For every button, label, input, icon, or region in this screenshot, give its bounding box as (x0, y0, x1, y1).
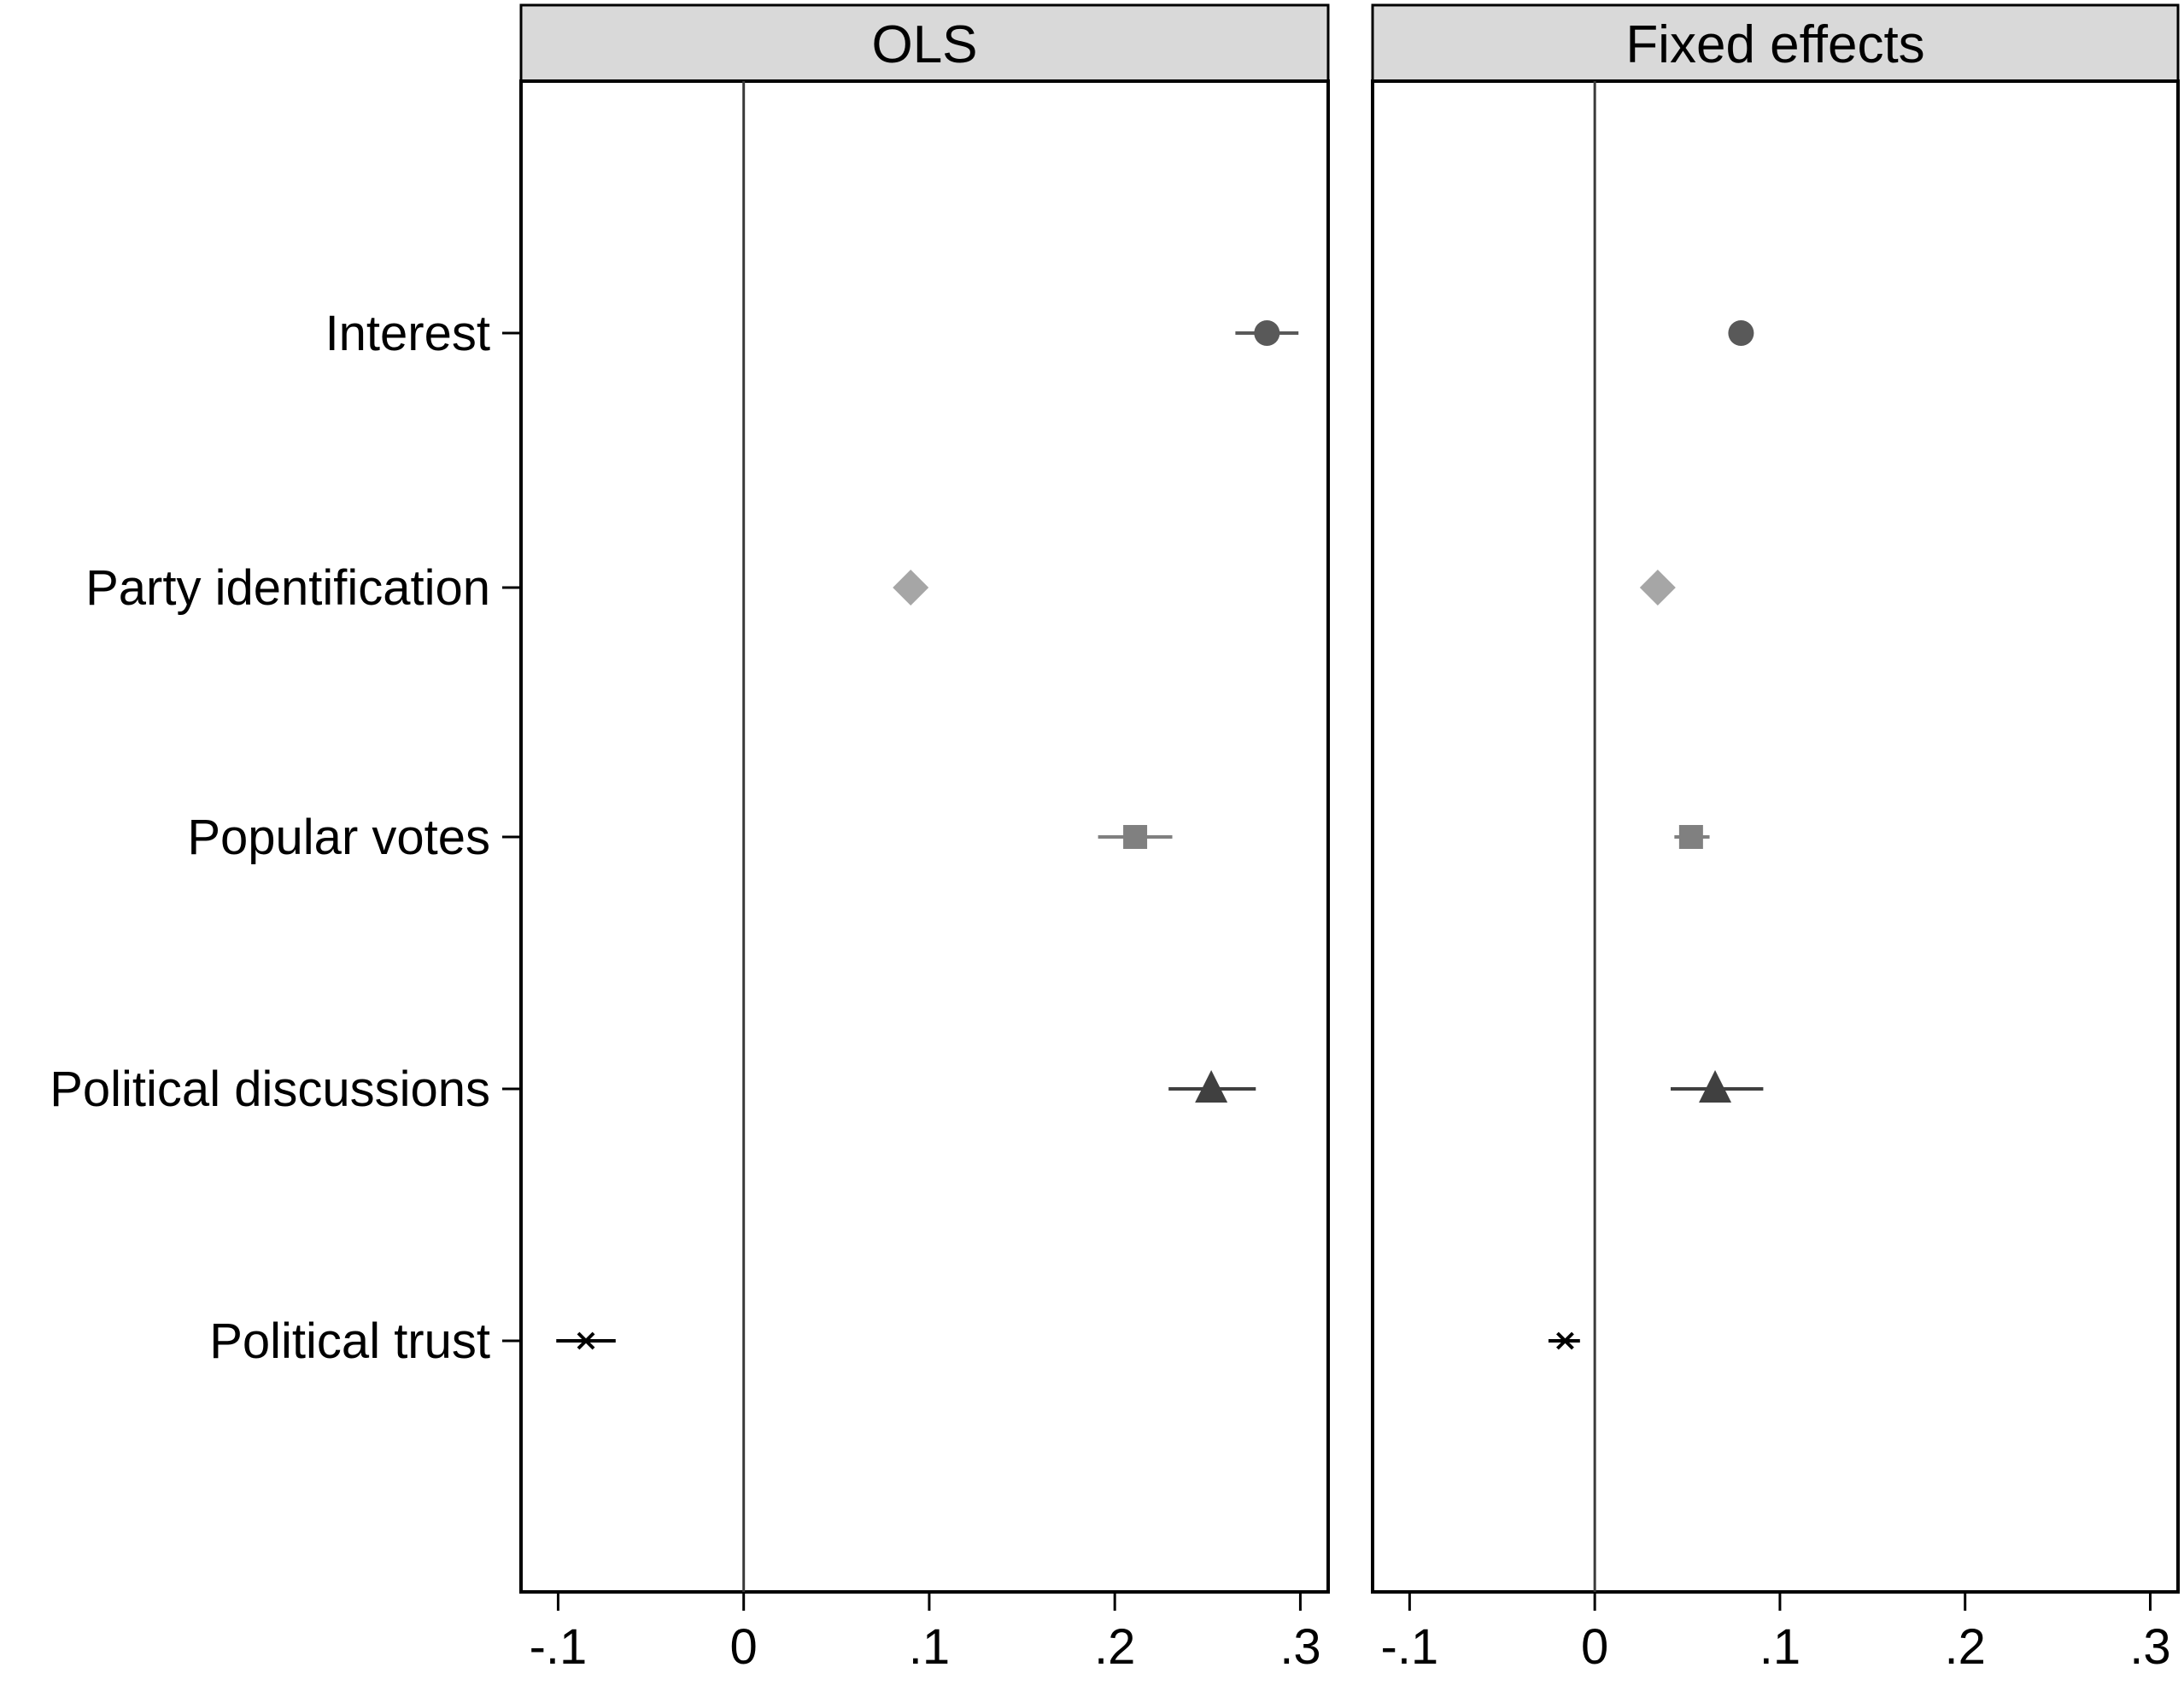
panel-fixed-effects-header (1371, 3, 2180, 83)
panel-fixed-effects-x-tick-label-0: -.1 (1381, 1619, 1439, 1675)
panel-fixed-effects-x-tick-label-2: .1 (1759, 1619, 1800, 1675)
panel-ols-popular-votes-point (1123, 825, 1148, 849)
panel-fixed-effects-x-tick-label-1: 0 (1581, 1619, 1608, 1675)
y-tick-label-interest: Interest (325, 306, 490, 361)
panel-fixed-effects: Fixed effects -.1 0 .1 .2 .3 (1371, 3, 2180, 1675)
panel-fixed-effects-interest-point (1728, 320, 1754, 346)
panel-ols-party-identification-point (893, 570, 929, 606)
panel-ols-title: OLS (871, 15, 977, 74)
panel-ols: OLS -.1 0 .1 .2 .3 (519, 3, 1330, 1675)
panel-ols-header (519, 3, 1330, 83)
panel-fixed-effects-x-tick-label-3: .2 (1945, 1619, 1986, 1675)
y-tick-label-party-identification: Party identification (85, 560, 490, 616)
panel-fixed-effects-title: Fixed effects (1625, 15, 1924, 74)
panel-ols-political-discussions-point (1195, 1070, 1228, 1103)
panel-ols-x-tick-label-1: 0 (730, 1619, 758, 1675)
panel-ols-interest-point (1254, 320, 1280, 346)
panel-ols-x-tick-label-3: .2 (1094, 1619, 1135, 1675)
panel-fixed-effects-frame (1371, 79, 2180, 1594)
y-tick-label-popular-votes: Popular votes (187, 810, 490, 865)
panel-fixed-effects-political-discussions-point (1699, 1070, 1732, 1103)
y-tick-label-political-trust: Political trust (209, 1313, 490, 1369)
panel-fixed-effects-x-tick-label-4: .3 (2129, 1619, 2170, 1675)
panel-fixed-effects-party-identification-point (1639, 570, 1676, 606)
panel-ols-political-trust-point (577, 1331, 595, 1350)
panel-fixed-effects-popular-votes-point (1678, 825, 1703, 849)
y-tick-label-political-discussions: Political discussions (50, 1062, 490, 1117)
panel-ols-x-tick-label-0: -.1 (530, 1619, 588, 1675)
panel-ols-frame (519, 79, 1330, 1594)
panel-fixed-effects-political-trust-point (1556, 1331, 1574, 1350)
panel-ols-x-tick-label-2: .1 (909, 1619, 950, 1675)
panel-ols-x-tick-label-4: .3 (1279, 1619, 1320, 1675)
